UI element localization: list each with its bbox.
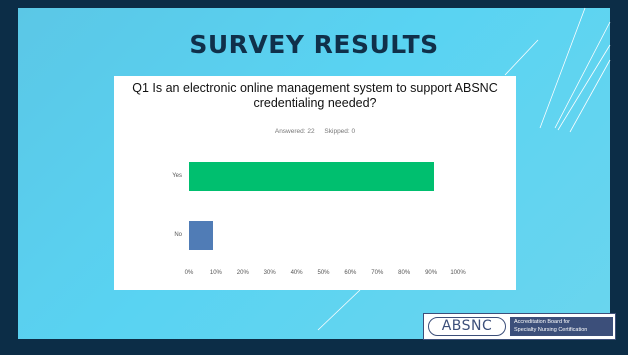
category-label: No bbox=[174, 231, 182, 238]
answered-count: Answered: 22 bbox=[274, 128, 315, 135]
deco-line bbox=[539, 7, 586, 129]
logo-fullname: Accreditation Board for Specialty Nursin… bbox=[510, 317, 613, 336]
deco-line bbox=[554, 21, 611, 129]
x-tick-label: 100% bbox=[450, 270, 466, 276]
category-label: Yes bbox=[172, 172, 182, 179]
bar-no bbox=[189, 221, 214, 250]
x-tick-label: 40% bbox=[290, 270, 303, 276]
response-counts: Answered: 22 Skipped: 0 bbox=[114, 128, 516, 135]
deco-line bbox=[317, 289, 361, 331]
bar-yes bbox=[189, 162, 434, 191]
deco-line bbox=[569, 59, 611, 133]
x-tick-label: 60% bbox=[344, 270, 357, 276]
logo-line-1: Accreditation Board for bbox=[514, 319, 570, 325]
x-tick-label: 80% bbox=[398, 270, 411, 276]
survey-question: Q1 Is an electronic online management sy… bbox=[132, 81, 498, 110]
x-tick-label: 90% bbox=[425, 270, 438, 276]
absnc-logo: ABSNC Accreditation Board for Specialty … bbox=[423, 313, 616, 340]
skipped-count: Skipped: 0 bbox=[324, 128, 356, 135]
x-tick-label: 0% bbox=[184, 270, 194, 276]
x-tick-label: 20% bbox=[236, 270, 249, 276]
deco-line bbox=[557, 44, 611, 131]
x-tick-label: 30% bbox=[263, 270, 276, 276]
x-tick-label: 70% bbox=[371, 270, 384, 276]
x-tick-label: 50% bbox=[317, 270, 330, 276]
logo-abbreviation: ABSNC bbox=[428, 317, 506, 336]
x-tick-label: 10% bbox=[209, 270, 222, 276]
slide-title: SURVEY RESULTS bbox=[189, 30, 439, 59]
logo-line-2: Specialty Nursing Certification bbox=[514, 327, 588, 333]
survey-chart-card: Q1 Is an electronic online management sy… bbox=[114, 76, 516, 290]
deco-line bbox=[504, 39, 539, 76]
